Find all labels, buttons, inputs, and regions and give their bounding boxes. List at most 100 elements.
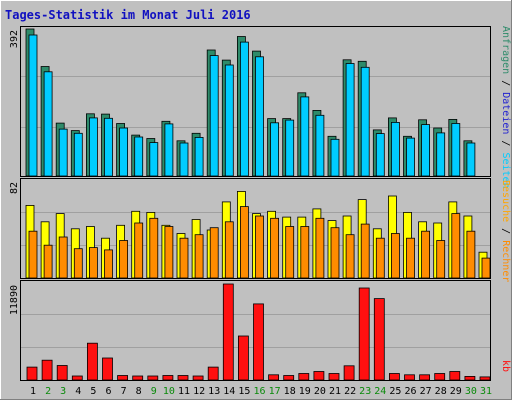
pages-bar — [89, 117, 98, 177]
pages-bar — [73, 132, 83, 177]
pages-bar — [270, 122, 280, 177]
pages-bar — [466, 142, 476, 177]
day-label: 6 — [105, 386, 111, 397]
day-label: 28 — [435, 386, 447, 397]
kb-bar — [71, 375, 83, 381]
kb-bar — [464, 375, 476, 381]
kb-bar — [358, 287, 370, 381]
day-label: 23 — [359, 386, 371, 397]
hosts-bar — [224, 221, 234, 279]
day-label: 30 — [465, 386, 477, 397]
pages-bar — [134, 136, 144, 177]
pages-bar — [390, 122, 400, 177]
pages-bar — [104, 117, 113, 177]
pages-bar — [300, 96, 310, 177]
kb-bar — [222, 283, 234, 381]
day-label: 11 — [178, 386, 190, 397]
day-label: 3 — [60, 386, 66, 397]
day-label: 31 — [480, 386, 492, 397]
pages-bar — [451, 123, 461, 177]
pages-bar — [164, 123, 174, 177]
pages-bar — [179, 142, 189, 177]
pages-bar — [360, 66, 370, 177]
legend-entry: kb — [500, 360, 511, 372]
day-label: 19 — [299, 386, 311, 397]
day-label: 9 — [151, 386, 157, 397]
legend-entry: Besuche — [500, 180, 511, 222]
hosts-bar — [194, 234, 204, 279]
day-label: 7 — [121, 386, 127, 397]
kb-bar — [479, 376, 491, 381]
hosts-bar — [300, 226, 310, 279]
requests-ymax-label: 392 — [9, 30, 20, 48]
kb-bar — [87, 342, 98, 381]
pages-bar — [315, 114, 325, 177]
pages-bar — [194, 136, 204, 177]
day-label: 24 — [374, 386, 386, 397]
day-label: 13 — [208, 386, 220, 397]
day-label: 4 — [75, 386, 81, 397]
hosts-bar — [119, 240, 128, 279]
day-label: 12 — [193, 386, 205, 397]
pages-bar — [330, 138, 340, 177]
day-label: 21 — [329, 386, 341, 397]
hosts-bar — [28, 230, 38, 279]
day-label: 20 — [314, 386, 326, 397]
day-label: 2 — [45, 386, 51, 397]
pages-bar — [224, 64, 234, 177]
hosts-bar — [89, 247, 98, 279]
hosts-bar — [466, 230, 476, 279]
kb-bar — [253, 303, 264, 381]
kb-bar — [298, 373, 310, 381]
kb-bar — [192, 375, 204, 381]
kb-bar — [117, 375, 128, 381]
hosts-bar — [164, 226, 174, 279]
day-label: 25 — [389, 386, 401, 397]
chart-title: Tages-Statistik im Monat Juli 2016 — [5, 8, 251, 22]
pages-bar — [58, 128, 68, 177]
day-label: 5 — [90, 386, 96, 397]
day-label: 15 — [238, 386, 250, 397]
hosts-bar — [360, 223, 370, 279]
visits-ymax-label: 82 — [9, 182, 20, 194]
hosts-bar — [73, 248, 83, 279]
legend-entry: Anfragen — [500, 26, 511, 74]
bar-marks — [25, 28, 491, 381]
kb-bar — [207, 366, 219, 381]
hosts-bar — [315, 217, 325, 279]
kb-bar — [268, 374, 280, 381]
hosts-bar — [149, 217, 159, 279]
legend-entry: Dateien — [500, 92, 511, 134]
day-label: 29 — [450, 386, 462, 397]
pages-bar — [239, 41, 249, 177]
day-label: 8 — [136, 386, 142, 397]
hosts-bar — [330, 227, 340, 279]
hosts-bar — [390, 233, 400, 279]
hosts-bar — [104, 249, 113, 279]
pages-bar — [285, 119, 295, 177]
legend-entry: / — [500, 134, 511, 152]
legend-entry: Rechner — [500, 240, 511, 282]
kb-bar — [449, 371, 461, 381]
kb-bar — [132, 375, 144, 381]
legend-requests: Anfragen / Dateien / Seiten — [500, 26, 511, 189]
hosts-bar — [285, 226, 295, 279]
hosts-bar — [451, 213, 461, 279]
pages-bar — [119, 127, 128, 177]
kb-bar — [102, 357, 113, 381]
hosts-bar — [406, 237, 415, 279]
pages-bar — [255, 56, 264, 177]
day-label: 16 — [253, 386, 265, 397]
hosts-bar — [421, 230, 431, 279]
hosts-bar — [436, 240, 446, 279]
day-label: 26 — [404, 386, 416, 397]
hosts-bar — [481, 257, 491, 279]
hosts-bar — [270, 217, 280, 279]
hosts-bar — [179, 237, 189, 279]
day-label: 18 — [284, 386, 296, 397]
kb-bar — [283, 375, 295, 381]
pages-bar — [345, 63, 355, 177]
hosts-bar — [345, 234, 355, 279]
